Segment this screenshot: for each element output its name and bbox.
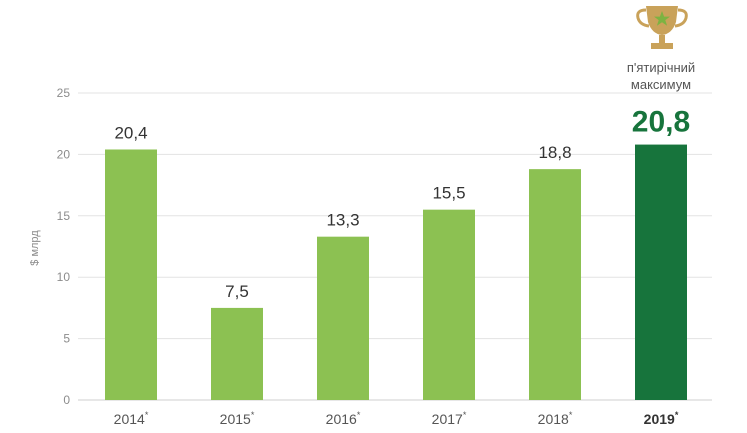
y-tick-label: 15	[57, 209, 71, 223]
y-axis-label: $ млрд	[29, 230, 41, 266]
x-tick-label: 2019*	[644, 410, 679, 427]
x-tick-label: 2015*	[220, 410, 255, 427]
bar	[529, 169, 581, 400]
bars	[105, 144, 687, 400]
star-icon	[654, 11, 670, 26]
x-tick-mark: *	[569, 410, 573, 420]
y-tick-label: 0	[63, 393, 70, 407]
bar-value-label: 18,8	[538, 143, 571, 162]
bar-value-label: 13,3	[326, 211, 359, 230]
x-tick-mark: *	[357, 410, 361, 420]
x-tick-mark: *	[675, 410, 679, 420]
x-tick-mark: *	[145, 410, 149, 420]
trophy-star-icon	[636, 6, 688, 49]
bar	[423, 209, 475, 400]
x-tick-mark: *	[251, 410, 255, 420]
trophy-handles	[636, 8, 688, 28]
x-tick-label: 2016*	[326, 410, 361, 427]
annotation-line-1: п'ятирічний	[627, 60, 695, 75]
trophy-base	[651, 43, 673, 49]
y-tick-label: 25	[57, 86, 71, 100]
bar	[317, 236, 369, 400]
y-tick-label: 5	[63, 332, 70, 346]
y-tick-label: 20	[57, 147, 71, 161]
bar	[211, 307, 263, 400]
bar-value-label: 15,5	[432, 184, 465, 203]
y-tick-label: 10	[57, 270, 71, 284]
x-axis: 2014* 2015* 2016* 2017* 2018* 2019*	[114, 410, 679, 427]
x-tick-label: 2017*	[432, 410, 467, 427]
bar-value-label: 7,5	[225, 282, 249, 301]
bar	[105, 149, 157, 400]
y-axis: 0 5 10 15 20 25	[57, 86, 71, 407]
bar	[635, 144, 687, 400]
bar-value-label: 20,8	[632, 106, 690, 139]
gridlines	[78, 92, 712, 401]
x-tick-mark: *	[463, 410, 467, 420]
value-labels: 20,4 7,5 13,3 15,5 18,8 20,8	[114, 106, 690, 301]
trophy-stem	[659, 35, 665, 43]
x-tick-label: 2014*	[114, 410, 149, 427]
bar-value-label: 20,4	[114, 123, 147, 142]
annotation-line-2: максимум	[631, 77, 691, 92]
x-tick-label: 2018*	[538, 410, 573, 427]
